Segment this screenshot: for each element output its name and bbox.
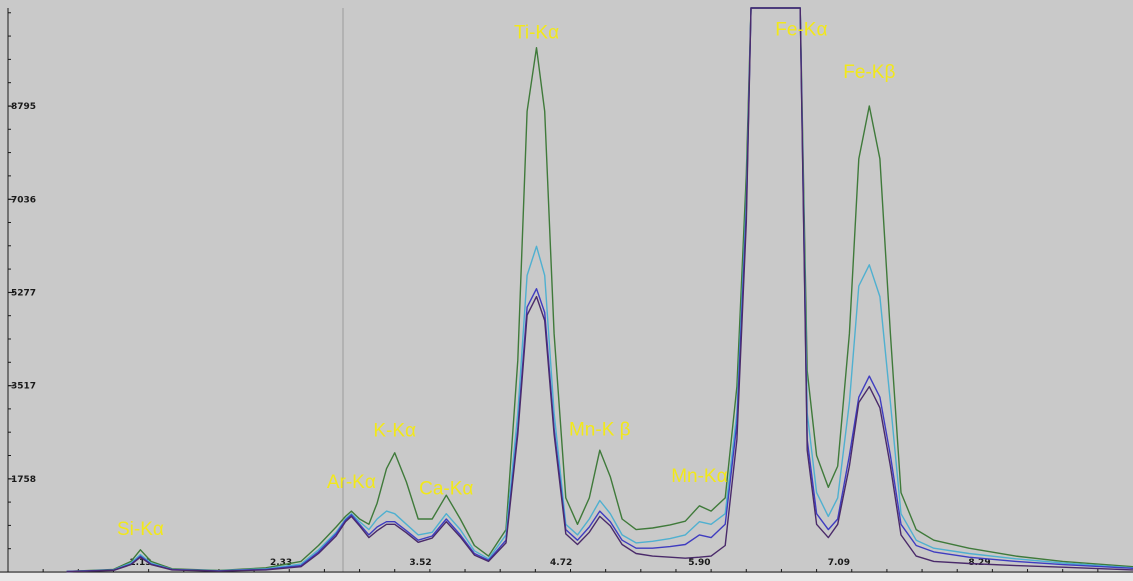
peak-label: Ar-Kα: [327, 472, 376, 493]
x-tick-label: 1.13: [129, 558, 151, 568]
spectrum-line-3: [66, 7, 1133, 573]
x-tick-label: 4.72: [550, 558, 572, 568]
peak-label: Fe-Kα: [775, 20, 827, 41]
y-tick-label: 5277: [11, 289, 36, 299]
status-strip: [0, 573, 1133, 581]
x-tick-label: 8.29: [968, 558, 990, 568]
spectrum-series: [66, 7, 1133, 573]
peak-label: Mn-Kα: [671, 466, 727, 487]
x-tick-label: 3.52: [409, 558, 431, 568]
peak-label: Si-Kα: [117, 519, 164, 540]
x-tick-label: 7.09: [828, 558, 850, 568]
x-tick-label: 2.33: [270, 558, 292, 568]
spectrum-line-4: [66, 7, 1133, 573]
y-tick-label: 8795: [11, 102, 36, 112]
peak-label: Mn-K β: [569, 419, 631, 440]
spectrum-line-1: [66, 7, 1133, 573]
y-tick-labels: 1758 3517 5277 7036 8795: [8, 12, 36, 573]
x-tick-label: 5.90: [688, 558, 710, 568]
y-tick-label: 7036: [11, 195, 36, 205]
peak-label: Fe-Kβ: [843, 62, 895, 83]
x-tick-labels: 1.13 2.33 3.52 4.72 5.90 7.09 8.29: [42, 558, 1099, 572]
peak-label: Ti-Kα: [514, 23, 559, 44]
peak-labels: Si-Kα Ar-Kα K-Kα Ca-Kα Ti-Kα Mn-K β Mn-Kα Fe-Kα…: [117, 20, 895, 540]
peak-label: Ca-Kα: [419, 479, 473, 500]
y-tick-label: 3517: [11, 382, 36, 392]
y-tick-label: 1758: [11, 475, 36, 485]
peak-label: K-Kα: [373, 420, 416, 441]
